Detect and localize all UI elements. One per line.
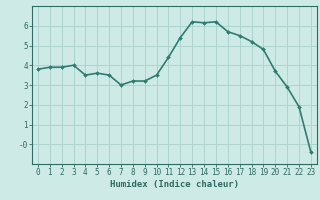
X-axis label: Humidex (Indice chaleur): Humidex (Indice chaleur) — [110, 180, 239, 189]
